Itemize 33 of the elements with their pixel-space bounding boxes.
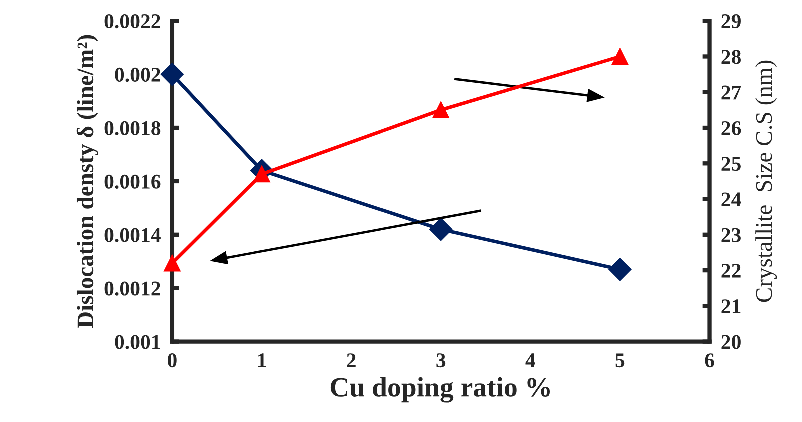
y2-tick-label: 29 (722, 14, 741, 29)
y-tick-label: 0.0018 (104, 121, 161, 136)
y2-tick-label: 21 (722, 300, 741, 314)
x-axis-title: Cu doping ratio % (330, 377, 550, 403)
y-tick-label: 0.002 (115, 68, 160, 82)
y2-tick-label: 22 (722, 264, 741, 278)
y2-tick-label: 28 (722, 50, 742, 64)
point (608, 258, 632, 282)
y-tick-label: 0.0016 (104, 174, 161, 189)
y-tick-label: 0.001 (115, 335, 160, 350)
y2-tick-label: 23 (722, 228, 741, 242)
point (164, 255, 181, 272)
y-tick-label: 0.0012 (104, 282, 160, 296)
y2-tick-label: 20 (722, 335, 741, 350)
point (430, 218, 453, 242)
x-tick-label: 4 (526, 354, 536, 368)
point (432, 102, 450, 119)
y2-axis-title: Crystallite Size C.S (nm) (756, 60, 778, 302)
x-tick-label: 3 (436, 354, 446, 368)
y2-tick-label: 27 (722, 86, 742, 100)
y-tick-label: 0.0022 (104, 14, 160, 29)
y2-tick-label: 26 (722, 121, 742, 136)
x-tick-label: 2 (347, 354, 356, 368)
x-tick-label: 0 (168, 354, 177, 368)
x-tick-label: 6 (705, 354, 714, 368)
x-tick-label: 1 (258, 354, 266, 368)
y-axis-title: Dislocation densty δ (line/m²) (76, 35, 98, 328)
y-tick-label: 0.0014 (104, 228, 161, 242)
point (160, 63, 184, 86)
y2-tick-label: 25 (722, 157, 741, 172)
x-tick-label: 5 (616, 354, 625, 368)
point (612, 48, 629, 66)
y2-tick-label: 24 (722, 192, 742, 207)
